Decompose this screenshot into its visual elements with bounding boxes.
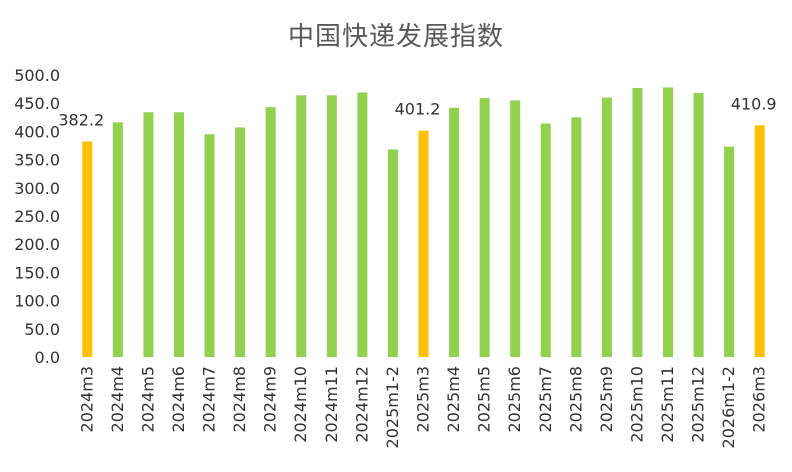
x-tick-label: 2025m12 — [689, 366, 708, 443]
x-tick-label: 2025m1-2 — [383, 366, 402, 448]
y-tick-label: 50.0 — [24, 320, 60, 339]
y-tick-label: 250.0 — [14, 207, 60, 226]
bar-2024m5 — [143, 112, 154, 357]
data-label: 410.9 — [731, 94, 777, 113]
bar-2025m10 — [632, 87, 643, 358]
x-tick-label: 2025m5 — [475, 366, 494, 432]
bar-2026m1-2 — [724, 146, 735, 357]
y-tick-label: 300.0 — [14, 179, 60, 198]
x-tick-label: 2024m4 — [108, 366, 127, 432]
bar-2026m3 — [754, 125, 765, 357]
bar-2024m11 — [326, 95, 337, 357]
bar-2025m3 — [418, 130, 429, 357]
x-tick-label: 2025m11 — [658, 366, 677, 443]
bar-2025m8 — [571, 117, 582, 357]
x-tick-label: 2024m6 — [169, 366, 188, 432]
x-tick-label: 2025m6 — [505, 366, 524, 432]
bar-2024m6 — [173, 112, 184, 357]
y-tick-label: 500.0 — [14, 66, 60, 85]
x-tick-label: 2025m4 — [444, 366, 463, 432]
bar-2025m1-2 — [387, 149, 398, 357]
x-tick-label: 2024m12 — [352, 366, 371, 443]
data-label: 401.2 — [395, 100, 441, 119]
chart-title: 中国快递发展指数 — [287, 22, 504, 52]
y-tick-label: 150.0 — [14, 263, 60, 282]
x-tick-label: 2024m7 — [200, 366, 219, 432]
bar-2025m4 — [449, 107, 460, 357]
bar-2024m3 — [82, 141, 93, 357]
y-tick-label: 200.0 — [14, 235, 60, 254]
y-tick-label: 450.0 — [14, 94, 60, 113]
bar-2024m9 — [265, 107, 276, 357]
x-tick-label: 2024m8 — [230, 366, 249, 432]
data-label: 382.2 — [58, 110, 104, 129]
bar-2024m8 — [235, 127, 246, 358]
x-tick-label: 2025m10 — [627, 366, 646, 443]
x-tick-label: 2024m11 — [322, 366, 341, 443]
bar-2025m11 — [663, 87, 674, 358]
y-tick-label: 100.0 — [14, 292, 60, 311]
bar-2025m6 — [510, 100, 521, 357]
bar-2024m4 — [112, 122, 123, 357]
y-tick-label: 0.0 — [35, 348, 60, 367]
x-tick-label: 2025m9 — [597, 366, 616, 432]
y-tick-label: 400.0 — [14, 122, 60, 141]
x-tick-label: 2025m3 — [414, 366, 433, 432]
x-tick-label: 2024m3 — [77, 366, 96, 432]
x-tick-label: 2025m8 — [566, 366, 585, 432]
bar-2025m12 — [693, 93, 704, 357]
bar-2024m12 — [357, 92, 368, 357]
x-tick-label: 2026m3 — [750, 366, 769, 432]
x-tick-label: 2024m9 — [261, 366, 280, 432]
x-tick-label: 2025m7 — [536, 366, 555, 432]
bar-2024m7 — [204, 134, 215, 357]
bar-2025m7 — [540, 123, 551, 357]
x-tick-label: 2026m1-2 — [719, 366, 738, 448]
y-tick-label: 350.0 — [14, 151, 60, 170]
x-tick-label: 2024m10 — [291, 366, 310, 443]
x-tick-label: 2024m5 — [138, 366, 157, 432]
bar-2025m9 — [601, 97, 612, 357]
bar-2024m10 — [296, 95, 307, 357]
bar-2025m5 — [479, 98, 490, 358]
